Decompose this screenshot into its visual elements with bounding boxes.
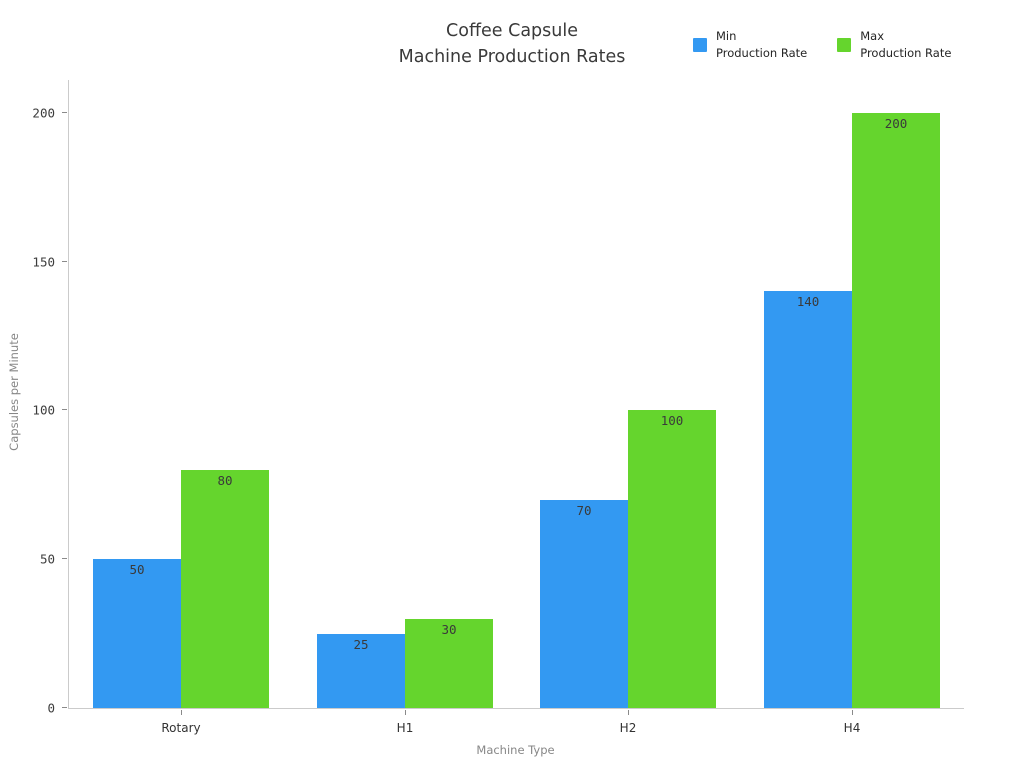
bar-max-h1: 30 bbox=[405, 619, 493, 708]
y-tick-mark bbox=[62, 261, 67, 262]
bar-min-rotary: 50 bbox=[93, 559, 181, 708]
y-tick-mark bbox=[62, 409, 67, 410]
y-tick-label: 150 bbox=[32, 254, 55, 269]
x-tick-label-h2: H2 bbox=[619, 721, 637, 735]
legend-label-max-line1: Max bbox=[860, 29, 884, 43]
legend-swatch-max-icon bbox=[837, 38, 852, 52]
bar-value-label: 70 bbox=[576, 503, 592, 518]
bar-max-h2: 100 bbox=[628, 410, 716, 708]
bar-value-label: 25 bbox=[353, 637, 369, 652]
bar-value-label: 30 bbox=[441, 622, 457, 637]
legend-label-max: Max Production Rate bbox=[860, 28, 951, 62]
chart-title: Coffee Capsule Machine Production Rates bbox=[0, 18, 1024, 70]
y-tick-mark bbox=[62, 707, 67, 708]
x-tick-mark bbox=[628, 710, 629, 715]
bar-max-h4: 200 bbox=[852, 113, 940, 708]
legend-label-min-line2: Production Rate bbox=[716, 46, 808, 60]
legend: Min Production Rate Max Production Rate bbox=[693, 28, 951, 62]
bar-max-rotary: 80 bbox=[181, 470, 269, 708]
y-tick-label: 200 bbox=[32, 105, 55, 120]
plot-area: 0 50 100 150 200 Rotary 50 80 H1 25 30 H2 70 100 H4 140… bbox=[32, 80, 964, 735]
x-tick-label-h1: H1 bbox=[396, 721, 414, 735]
legend-item-min: Min Production Rate bbox=[693, 28, 807, 62]
bar-min-h1: 25 bbox=[317, 634, 405, 708]
legend-swatch-min-icon bbox=[693, 38, 707, 52]
x-axis-title: Machine Type bbox=[476, 743, 555, 757]
bar-min-h4: 140 bbox=[764, 291, 852, 708]
x-tick-mark bbox=[852, 710, 853, 715]
bar-min-h2: 70 bbox=[540, 500, 628, 708]
legend-label-min: Min Production Rate bbox=[716, 28, 807, 62]
x-tick-label-rotary: Rotary bbox=[161, 721, 201, 735]
x-tick-mark bbox=[181, 710, 182, 715]
y-tick-mark bbox=[62, 558, 67, 559]
bar-value-label: 140 bbox=[796, 294, 820, 309]
legend-label-max-line2: Production Rate bbox=[860, 46, 952, 60]
bar-value-label: 80 bbox=[217, 473, 233, 488]
bar-value-label: 100 bbox=[660, 413, 684, 428]
x-tick-label-h4: H4 bbox=[843, 721, 861, 735]
chart-title-line-1: Coffee Capsule bbox=[446, 21, 578, 41]
y-tick-label: 50 bbox=[39, 551, 55, 566]
legend-item-max: Max Production Rate bbox=[837, 28, 951, 62]
chart-title-line-2: Machine Production Rates bbox=[398, 47, 626, 67]
legend-label-min-line1: Min bbox=[716, 29, 737, 43]
bar-value-label: 200 bbox=[884, 116, 908, 131]
y-tick-label: 100 bbox=[32, 402, 55, 417]
y-tick-mark bbox=[62, 112, 67, 113]
x-tick-mark bbox=[405, 710, 406, 715]
y-axis-title: Capsules per Minute bbox=[7, 333, 21, 451]
y-tick-label: 0 bbox=[47, 700, 55, 715]
bar-value-label: 50 bbox=[129, 562, 145, 577]
